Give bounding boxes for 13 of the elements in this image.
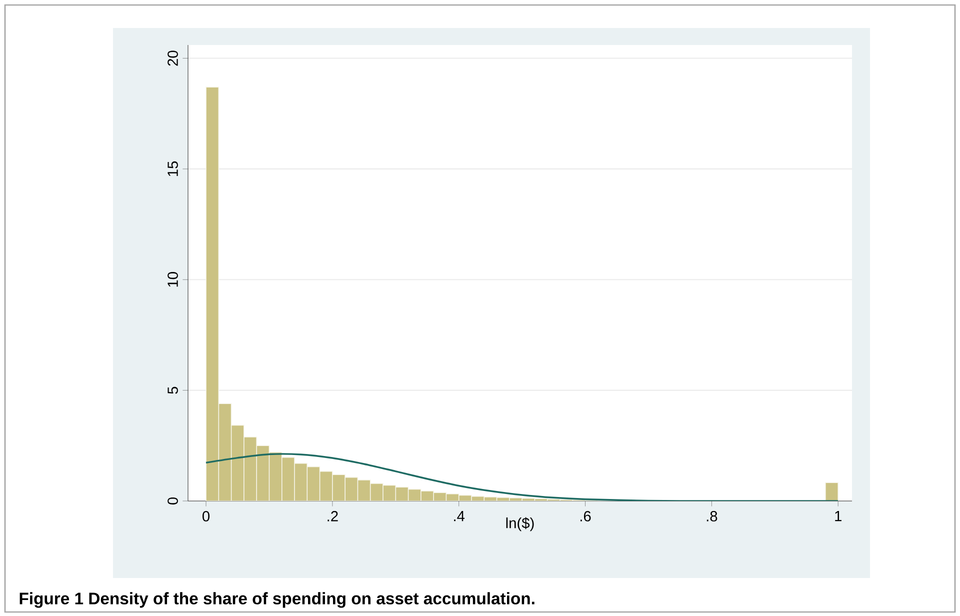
x-tick-label: .4	[454, 511, 465, 522]
y-tick-label: 5	[168, 386, 178, 394]
x-axis-title: ln($)	[506, 517, 534, 532]
x-tick-label: .8	[706, 511, 718, 522]
x-tick-label: 0	[202, 511, 210, 522]
y-tick-label: 20	[168, 50, 178, 66]
x-tick-label: .6	[580, 511, 591, 522]
x-tick-label: .2	[328, 511, 338, 522]
y-tick-label: 15	[168, 161, 178, 176]
x-tick-label: 1	[835, 511, 842, 522]
y-tick-label: 10	[168, 272, 178, 287]
y-tick-label: 0	[168, 497, 178, 504]
caption: Figure 1 Density of the share of spending on asset accumulation.	[20, 592, 534, 608]
